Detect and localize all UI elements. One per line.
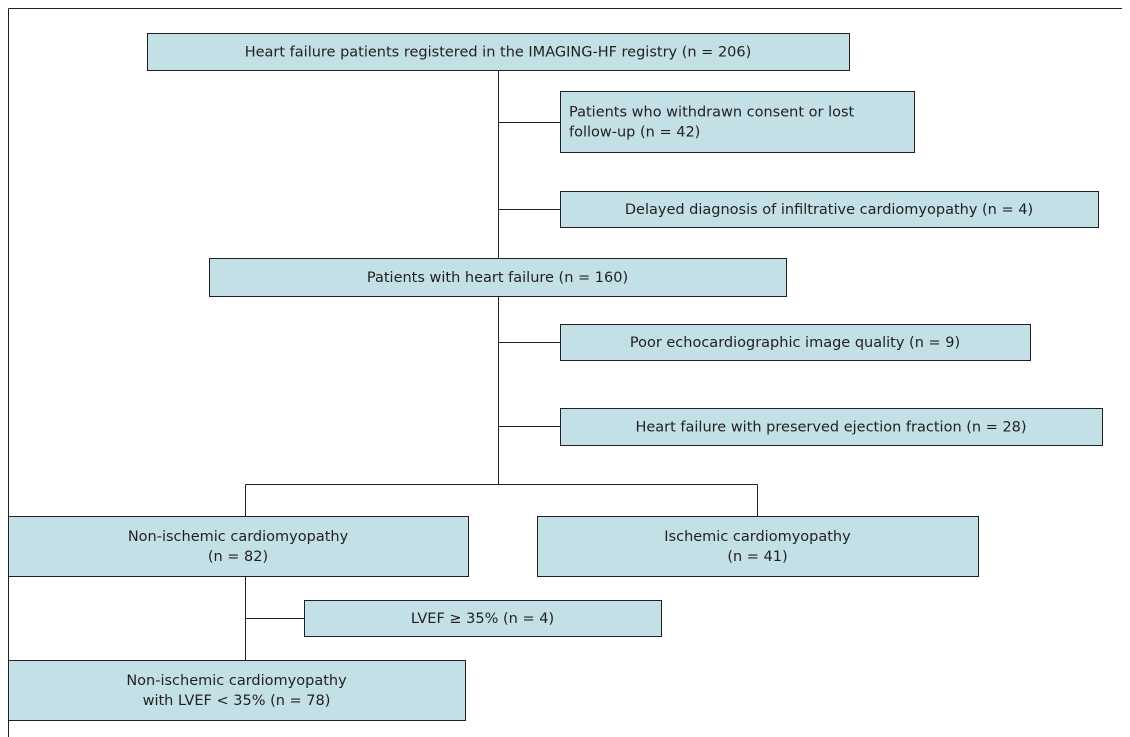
node-label: Heart failure patients registered in the… xyxy=(245,45,752,61)
node-box xyxy=(537,516,979,577)
node-label: LVEF ≥ 35% (n = 4) xyxy=(411,611,554,627)
node-label: Patients who withdrawn consent or lost xyxy=(569,105,855,121)
flow-node: Heart failure patients registered in the… xyxy=(147,33,850,71)
node-box xyxy=(209,258,787,297)
node-box xyxy=(560,324,1031,361)
node-label: (n = 82) xyxy=(208,549,268,565)
node-box xyxy=(147,33,850,71)
node-box xyxy=(560,191,1099,228)
flow-node: Non-ischemic cardiomyopathy (n = 82) xyxy=(8,516,469,577)
node-box xyxy=(304,600,662,637)
flow-node: Patients with heart failure (n = 160) xyxy=(209,258,787,297)
node-label: Ischemic cardiomyopathy xyxy=(664,529,851,545)
flow-node: Poor echocardiographic image quality (n … xyxy=(560,324,1031,361)
flow-node: Non-ischemic cardiomyopathy with LVEF < 3… xyxy=(8,660,466,721)
frame xyxy=(8,8,1122,737)
node-label: (n = 41) xyxy=(727,549,787,565)
flow-node: LVEF ≥ 35% (n = 4) xyxy=(304,600,662,637)
node-label: with LVEF < 35% (n = 78) xyxy=(143,693,331,709)
node-label: follow-up (n = 42) xyxy=(569,125,700,141)
node-label: Delayed diagnosis of infiltrative cardio… xyxy=(625,202,1033,218)
node-box xyxy=(8,516,469,577)
flow-node: Delayed diagnosis of infiltrative cardio… xyxy=(560,191,1099,228)
node-box xyxy=(8,660,466,721)
node-label: Non-ischemic cardiomyopathy xyxy=(126,673,347,689)
flow-node: Ischemic cardiomyopathy (n = 41) xyxy=(537,516,979,577)
connectors xyxy=(245,70,758,660)
node-box xyxy=(560,91,915,153)
node-box xyxy=(560,408,1103,446)
node-label: Non-ischemic cardiomyopathy xyxy=(128,529,349,545)
flow-node: Patients who withdrawn consent or lost fo… xyxy=(560,91,915,153)
flow-node: Heart failure with preserved ejection fr… xyxy=(560,408,1103,446)
node-label: Heart failure with preserved ejection fr… xyxy=(635,420,1026,436)
node-label: Poor echocardiographic image quality (n … xyxy=(630,335,960,351)
node-label: Patients with heart failure (n = 160) xyxy=(367,270,628,286)
